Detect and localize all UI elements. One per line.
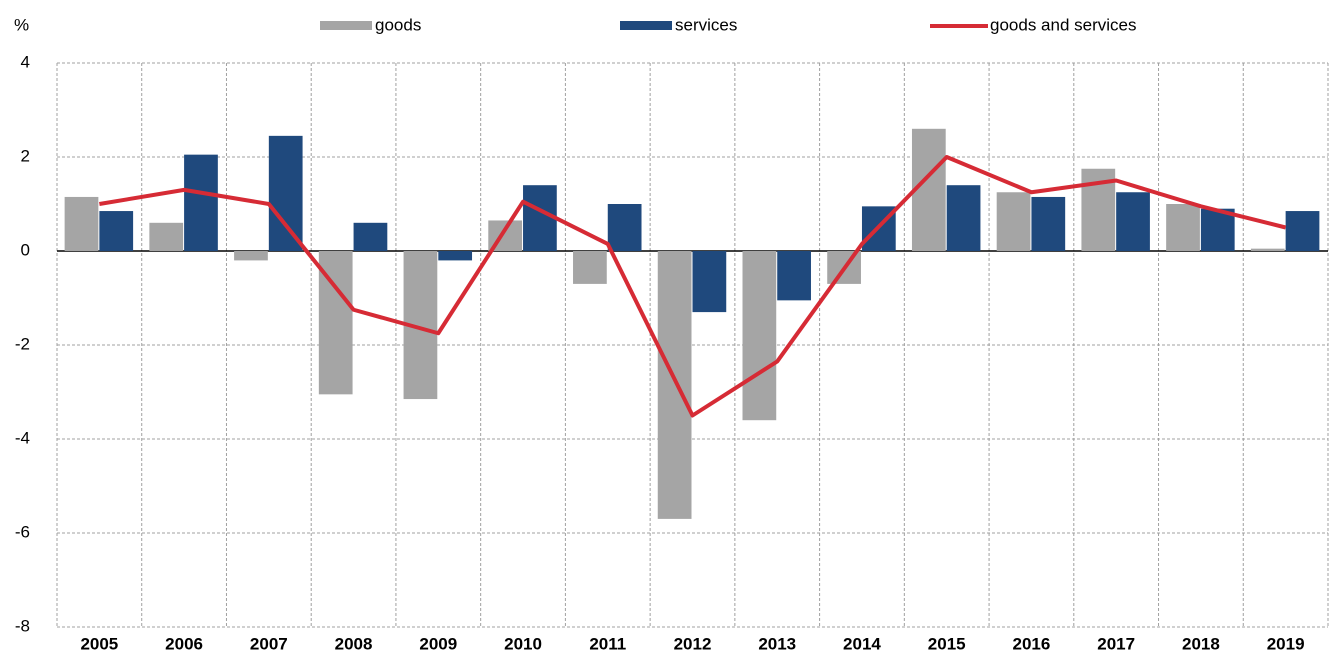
x-tick-label: 2010 <box>504 634 542 653</box>
bar <box>692 251 727 313</box>
legend-swatch <box>320 21 372 30</box>
x-tick-label: 2005 <box>80 634 118 653</box>
bar <box>657 251 692 519</box>
x-tick-label: 2019 <box>1267 634 1305 653</box>
bar <box>1250 248 1285 251</box>
x-tick-label: 2008 <box>335 634 373 653</box>
bar <box>911 128 946 251</box>
legend-label: goods and services <box>990 15 1136 34</box>
bar <box>946 185 981 251</box>
bar <box>573 251 607 284</box>
bar <box>438 251 473 261</box>
legend-label: services <box>675 15 737 34</box>
y-tick-label: 4 <box>21 52 30 71</box>
bar <box>149 222 184 251</box>
x-tick-label: 2013 <box>758 634 796 653</box>
bar <box>1285 211 1320 251</box>
bar <box>234 251 268 261</box>
x-tick-label: 2018 <box>1182 634 1220 653</box>
y-tick-label: -2 <box>15 334 30 353</box>
bar <box>1200 208 1235 251</box>
x-tick-label: 2016 <box>1013 634 1051 653</box>
y-tick-label: -6 <box>15 522 30 541</box>
bar <box>742 251 777 421</box>
y-tick-label: -8 <box>15 616 30 635</box>
bar <box>1166 204 1200 251</box>
bar <box>523 185 557 251</box>
bar <box>64 196 99 251</box>
x-tick-label: 2006 <box>165 634 203 653</box>
x-tick-label: 2017 <box>1097 634 1135 653</box>
bar <box>1031 196 1066 251</box>
legend-swatch <box>620 21 672 30</box>
bar <box>607 204 642 251</box>
x-tick-label: 2015 <box>928 634 966 653</box>
legend-label: goods <box>375 15 421 34</box>
bar <box>353 222 388 251</box>
y-tick-label: 0 <box>21 240 30 259</box>
y-tick-label: -4 <box>15 428 30 447</box>
x-tick-label: 2014 <box>843 634 881 653</box>
bar <box>184 154 218 251</box>
bar <box>99 211 134 251</box>
x-tick-label: 2012 <box>674 634 712 653</box>
bar <box>996 192 1031 251</box>
y-axis-label: % <box>14 15 29 34</box>
x-tick-label: 2009 <box>419 634 457 653</box>
bar <box>1116 192 1150 251</box>
y-tick-label: 2 <box>21 146 30 165</box>
x-tick-label: 2011 <box>589 634 626 653</box>
line <box>99 155 1287 418</box>
x-tick-label: 2007 <box>250 634 288 653</box>
bar <box>777 251 811 301</box>
bar <box>268 135 303 251</box>
